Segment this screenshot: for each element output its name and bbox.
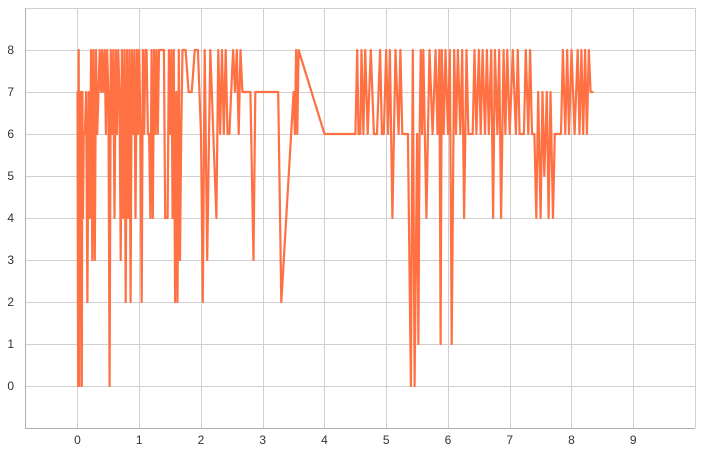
x-tick-label: 7 <box>506 433 513 447</box>
x-tick-label: 9 <box>630 433 637 447</box>
x-tick-label: 6 <box>445 433 452 447</box>
series-line <box>76 48 594 388</box>
y-tick-label: 1 <box>7 337 14 351</box>
x-tick-label: 3 <box>259 433 266 447</box>
x-tick-label: 8 <box>568 433 575 447</box>
x-tick-label: 4 <box>321 433 328 447</box>
x-tick-label: 2 <box>198 433 205 447</box>
x-tick-label: 0 <box>74 433 81 447</box>
y-tick-label: 5 <box>7 169 14 183</box>
y-tick-label: 6 <box>7 127 14 141</box>
y-tick-label: 8 <box>7 43 14 57</box>
series-layer <box>76 48 594 388</box>
y-tick-label: 0 <box>7 379 14 393</box>
x-tick-label: 1 <box>136 433 143 447</box>
y-tick-label: 3 <box>7 253 14 267</box>
y-tick-label: 2 <box>7 295 14 309</box>
y-tick-label: 4 <box>7 211 14 225</box>
axis-layer: 0 1 2 3 4 5 6 7 8 0 1 2 3 4 5 6 7 8 9 <box>7 8 695 447</box>
x-tick-label: 5 <box>383 433 390 447</box>
y-tick-label: 7 <box>7 85 14 99</box>
